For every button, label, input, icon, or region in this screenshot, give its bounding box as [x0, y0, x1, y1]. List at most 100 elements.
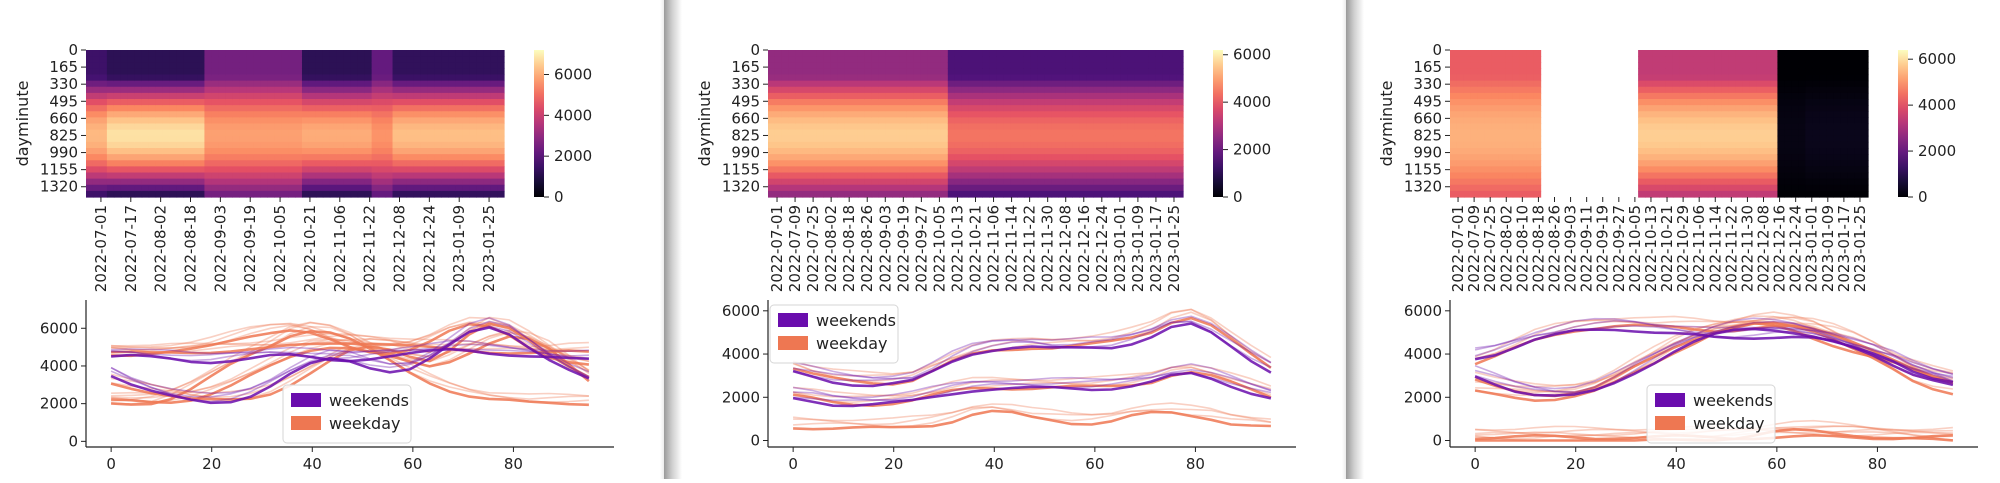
heatmap-cell — [989, 56, 997, 63]
heatmap-cell — [155, 148, 164, 155]
heatmap-cell — [288, 74, 296, 82]
heatmap-cell — [1728, 74, 1737, 82]
heatmap-cell — [211, 141, 219, 149]
heatmap-cell — [476, 99, 484, 106]
heatmap-cell — [1491, 166, 1500, 174]
heatmap-cell — [462, 50, 470, 57]
heatmap-cell — [190, 154, 199, 161]
heatmap-cell — [260, 166, 268, 174]
heatmap-cell — [392, 117, 401, 125]
heatmap-cell — [497, 62, 505, 69]
heatmap-cell — [1113, 117, 1122, 125]
heatmap-cell — [225, 154, 233, 161]
heatmap-cell — [336, 68, 345, 76]
heatmap-cell — [1093, 154, 1101, 161]
heatmap-cell — [141, 50, 150, 57]
heatmap-cell — [99, 68, 108, 76]
heatmap-cell — [371, 166, 380, 174]
heatmap-cell — [483, 160, 491, 167]
heatmap-cell — [232, 141, 240, 149]
heatmap-cell — [954, 129, 963, 137]
heatmap-cell — [1023, 172, 1032, 180]
heatmap-cell — [871, 99, 880, 106]
heatmap-cell — [982, 50, 990, 57]
heatmap-cell — [1065, 86, 1073, 94]
heatmap-cell — [899, 86, 907, 94]
heatmap-cell — [1638, 68, 1646, 76]
heatmap-cell — [1812, 99, 1820, 106]
heatmap-cell — [120, 129, 129, 137]
heatmap-cell — [1017, 74, 1025, 82]
heatmap-cell — [1044, 117, 1053, 125]
heatmap-cell — [253, 178, 261, 186]
heatmap-cell — [1113, 154, 1122, 161]
heatmap-cell — [1728, 92, 1737, 100]
heatmap-cell — [1023, 141, 1032, 149]
heatmap-cell — [239, 141, 247, 149]
heatmap-cell — [469, 123, 477, 131]
heatmap-cell — [1756, 141, 1765, 149]
heatmap-cell — [1645, 117, 1653, 125]
heatmap-cell — [1728, 68, 1737, 76]
heatmap-cell — [906, 190, 914, 198]
legend-swatch — [1655, 393, 1685, 407]
heatmap-cell — [1065, 111, 1073, 118]
heatmap-cell — [497, 50, 505, 57]
heatmap-cell — [420, 74, 428, 82]
heatmap-cell — [1721, 184, 1730, 192]
heatmap-cell — [1463, 111, 1472, 118]
heatmap-cell — [364, 105, 373, 112]
heatmap-cell — [809, 160, 818, 167]
heatmap-cell — [246, 123, 254, 131]
heatmap-cell — [1686, 86, 1695, 94]
heatmap-cell — [1819, 172, 1827, 180]
heatmap-cell — [1665, 56, 1674, 63]
heatmap-cell — [1728, 141, 1737, 149]
heatmap-cell — [1141, 80, 1150, 88]
heatmap-cell — [1721, 178, 1730, 186]
heatmap-cell — [1707, 123, 1716, 131]
heatmap-cell — [267, 154, 275, 161]
legend-label: weekday — [1693, 414, 1764, 433]
heatmap-cell — [954, 99, 963, 106]
heatmap-cell — [483, 148, 491, 155]
heatmap-cell — [1665, 141, 1674, 149]
heatmap-cell — [260, 86, 268, 94]
heatmap-cell — [830, 117, 838, 125]
heatmap-cell — [1791, 56, 1799, 63]
heatmap-cell — [92, 86, 101, 94]
heatmap-cell — [1044, 178, 1053, 186]
heatmap-cell — [1134, 105, 1143, 112]
heatmap-cell — [1652, 178, 1660, 186]
heatmap-cell — [1051, 105, 1060, 112]
heatmap-cell — [371, 92, 380, 100]
heatmap-cell — [490, 166, 498, 174]
heatmap-cell — [336, 86, 345, 94]
heatmap-cell — [1148, 166, 1156, 174]
x-tick-label: 2022-11-14 — [1003, 205, 1021, 292]
heatmap-cell — [434, 99, 442, 106]
heatmap-cell — [1700, 160, 1709, 167]
heatmap-cell — [1148, 184, 1156, 192]
x-tick-label: 2022-10-21 — [1658, 205, 1676, 292]
heatmap-cell — [1176, 135, 1184, 143]
heatmap-cell — [892, 129, 901, 137]
heatmap-cell — [86, 160, 94, 167]
heatmap-cell — [141, 117, 150, 125]
heatmap-cell — [1030, 111, 1039, 118]
heatmap-cell — [961, 86, 970, 94]
heatmap-cell — [1106, 99, 1115, 106]
heatmap-cell — [253, 135, 261, 143]
heatmap-cell — [267, 92, 275, 100]
heatmap-cell — [1120, 123, 1129, 131]
heatmap-cell — [1777, 178, 1785, 186]
heatmap-cell — [1847, 50, 1855, 57]
heatmap-cell — [176, 92, 185, 100]
heatmap-cell — [864, 111, 873, 118]
heatmap-cell — [913, 50, 921, 57]
heatmap-cell — [1456, 68, 1465, 76]
heatmap-cell — [1010, 105, 1018, 112]
heatmap-cell — [885, 50, 894, 57]
heatmap-cell — [239, 148, 247, 155]
heatmap-cell — [343, 166, 352, 174]
